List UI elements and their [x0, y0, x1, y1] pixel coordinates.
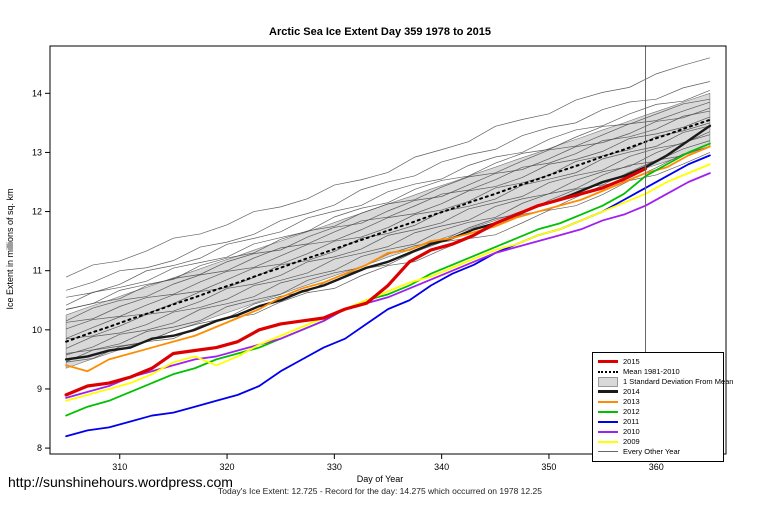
legend-label: 2014 — [623, 387, 640, 396]
y-tick-label: 13 — [32, 147, 42, 157]
series-line-2013 — [65, 145, 711, 373]
y-tick-label: 8 — [37, 443, 42, 453]
legend-item-2009: 2009 — [598, 437, 718, 446]
other-year-line — [66, 90, 711, 298]
other-year-line — [65, 110, 710, 322]
other-year-line — [66, 116, 711, 323]
legend-swatch-icon — [598, 400, 618, 403]
legend-label: Every Other Year — [623, 447, 681, 456]
legend-swatch-icon — [598, 370, 618, 373]
legend-label: Mean 1981-2010 — [623, 367, 680, 376]
legend-swatch-icon — [598, 420, 618, 423]
other-year-line — [65, 122, 711, 330]
legend-item-2012: 2012 — [598, 407, 718, 416]
legend-swatch-icon — [598, 440, 618, 443]
legend-swatch-icon — [598, 376, 618, 387]
legend-label: 2013 — [623, 397, 640, 406]
legend-label: 2009 — [623, 437, 640, 446]
x-tick-label: 340 — [434, 462, 449, 472]
y-axis-label: Ice Extent in millions of sq. km — [5, 188, 15, 310]
series-line-2012 — [65, 142, 711, 417]
series-line-2009 — [65, 163, 711, 402]
y-tick-label: 11 — [33, 266, 42, 276]
x-tick-label: 330 — [327, 462, 342, 472]
y-tick-label: 12 — [32, 207, 42, 217]
other-year-line — [65, 98, 710, 306]
legend-item-2015: 2015 — [598, 357, 718, 366]
legend-label: 2010 — [623, 427, 640, 436]
legend-label: 2012 — [623, 407, 640, 416]
other-year-line — [65, 146, 710, 363]
x-tick-label: 360 — [649, 462, 664, 472]
x-axis-label: Day of Year — [356, 474, 404, 484]
legend-label: 1 Standard Deviation From Mean — [623, 377, 734, 386]
legend-item-every-other-year: Every Other Year — [598, 447, 718, 456]
legend-swatch-icon — [598, 451, 618, 452]
legend-item-2013: 2013 — [598, 397, 718, 406]
site-url: http://sunshinehours.wordpress.com — [8, 474, 233, 490]
legend-label: 2011 — [623, 417, 640, 426]
legend-swatch-icon — [598, 390, 618, 393]
series-line-2015 — [64, 167, 648, 397]
other-year-line — [66, 131, 711, 340]
series-line-2014 — [64, 124, 712, 361]
other-year-line — [66, 143, 711, 354]
other-year-line — [65, 57, 710, 278]
y-tick-label: 10 — [32, 325, 42, 335]
legend-item-2014: 2014 — [598, 387, 718, 396]
y-tick-label: 14 — [32, 88, 42, 98]
legend-item-2010: 2010 — [598, 427, 718, 436]
legend-swatch-icon — [598, 430, 618, 433]
other-year-line — [66, 107, 711, 311]
std-dev-band — [65, 92, 711, 369]
legend-label: 2015 — [623, 357, 640, 366]
other-year-line — [65, 134, 711, 349]
legend-swatch-icon — [598, 360, 618, 363]
legend-item-2011: 2011 — [598, 417, 718, 426]
x-tick-label: 310 — [112, 462, 127, 472]
legend-item-1-standard-deviation-from-mean: 1 Standard Deviation From Mean — [598, 376, 733, 387]
legend: 2015 Mean 1981-2010 1 Standard Deviation F… — [592, 352, 733, 462]
x-tick-label: 350 — [541, 462, 556, 472]
series-line-2010 — [65, 172, 711, 399]
other-year-line — [65, 140, 711, 356]
legend-swatch-icon — [598, 410, 618, 413]
legend-item-mean-1981-2010: Mean 1981-2010 — [598, 367, 718, 376]
series-line-mean-1981-2010 — [65, 118, 711, 343]
other-year-line — [65, 81, 710, 291]
other-year-line — [66, 152, 711, 363]
other-year-line — [66, 101, 711, 310]
plot-box — [49, 45, 727, 455]
x-tick-label: 320 — [220, 462, 235, 472]
y-tick-label: 9 — [37, 384, 42, 394]
chart-title: Arctic Sea Ice Extent Day 359 1978 to 20… — [269, 26, 491, 38]
status-caption: Today's Ice Extent: 12.725 - Record for … — [218, 486, 542, 496]
